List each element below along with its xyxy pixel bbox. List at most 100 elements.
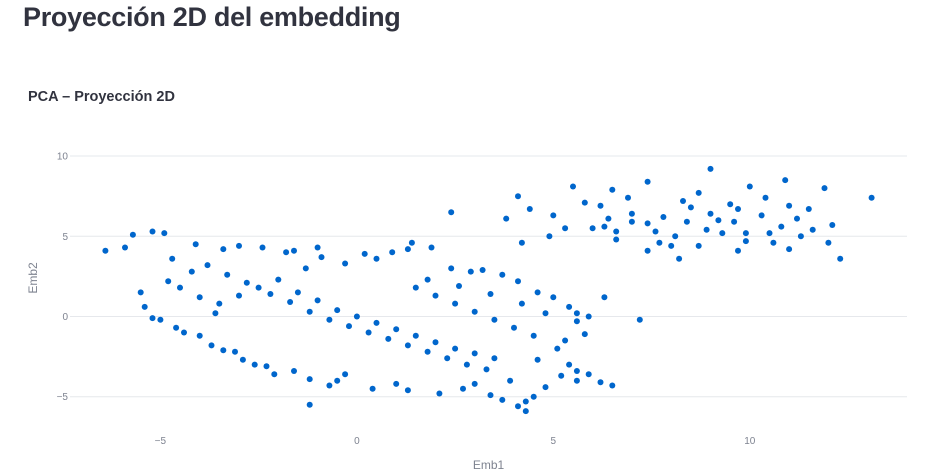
data-point[interactable] xyxy=(786,246,793,253)
data-point[interactable] xyxy=(487,291,494,297)
data-point[interactable] xyxy=(452,300,459,307)
data-point[interactable] xyxy=(141,303,148,310)
data-point[interactable] xyxy=(581,331,588,338)
data-point[interactable] xyxy=(518,300,525,307)
data-point[interactable] xyxy=(456,283,462,289)
data-point[interactable] xyxy=(314,244,321,251)
data-point[interactable] xyxy=(613,236,620,243)
data-point[interactable] xyxy=(503,215,510,222)
data-point[interactable] xyxy=(601,294,608,301)
data-point[interactable] xyxy=(385,335,392,342)
data-point[interactable] xyxy=(353,313,360,320)
data-point[interactable] xyxy=(267,291,274,297)
data-point[interactable] xyxy=(471,350,478,357)
data-point[interactable] xyxy=(797,233,804,240)
data-point[interactable] xyxy=(294,289,301,296)
data-point[interactable] xyxy=(507,377,514,384)
data-point[interactable] xyxy=(766,230,773,237)
data-point[interactable] xyxy=(412,284,419,291)
data-point[interactable] xyxy=(471,308,478,315)
data-point[interactable] xyxy=(326,316,333,323)
data-point[interactable] xyxy=(566,361,573,368)
data-point[interactable] xyxy=(554,345,561,352)
data-point[interactable] xyxy=(825,239,832,246)
data-point[interactable] xyxy=(542,310,549,317)
data-point[interactable] xyxy=(428,244,435,251)
data-point[interactable] xyxy=(487,392,494,399)
data-point[interactable] xyxy=(236,242,242,249)
data-point[interactable] xyxy=(542,384,549,391)
data-point[interactable] xyxy=(196,294,203,301)
data-point[interactable] xyxy=(613,228,620,235)
data-point[interactable] xyxy=(412,332,419,339)
data-point[interactable] xyxy=(471,380,478,387)
data-point[interactable] xyxy=(672,233,679,240)
data-point[interactable] xyxy=(373,255,380,262)
data-point[interactable] xyxy=(573,318,580,325)
data-point[interactable] xyxy=(530,332,537,339)
data-point[interactable] xyxy=(656,239,663,246)
data-point[interactable] xyxy=(216,300,223,307)
data-point[interactable] xyxy=(550,212,557,219)
data-points[interactable] xyxy=(102,165,875,415)
data-point[interactable] xyxy=(369,385,376,392)
data-point[interactable] xyxy=(173,324,180,331)
data-point[interactable] xyxy=(735,206,741,212)
data-point[interactable] xyxy=(742,230,749,237)
data-point[interactable] xyxy=(573,368,580,374)
data-point[interactable] xyxy=(149,228,156,235)
data-point[interactable] xyxy=(715,217,722,224)
data-point[interactable] xyxy=(181,329,187,336)
data-point[interactable] xyxy=(306,308,313,315)
data-point[interactable] xyxy=(515,278,521,285)
data-point[interactable] xyxy=(448,265,455,272)
data-point[interactable] xyxy=(192,241,199,248)
data-point[interactable] xyxy=(291,368,297,374)
data-point[interactable] xyxy=(479,267,486,273)
data-point[interactable] xyxy=(389,249,396,256)
data-point[interactable] xyxy=(243,279,250,286)
data-point[interactable] xyxy=(597,379,604,386)
data-point[interactable] xyxy=(573,310,580,317)
data-point[interactable] xyxy=(361,250,368,257)
data-point[interactable] xyxy=(550,294,557,301)
data-point[interactable] xyxy=(558,372,565,379)
data-point[interactable] xyxy=(463,361,470,368)
data-point[interactable] xyxy=(762,194,769,201)
data-point[interactable] xyxy=(346,323,352,330)
data-point[interactable] xyxy=(424,348,431,355)
data-point[interactable] xyxy=(436,390,443,397)
data-point[interactable] xyxy=(137,289,144,296)
data-point[interactable] xyxy=(573,377,580,384)
data-point[interactable] xyxy=(707,210,714,217)
data-point[interactable] xyxy=(232,348,238,355)
data-point[interactable] xyxy=(794,215,800,222)
data-point[interactable] xyxy=(169,255,176,262)
data-point[interactable] xyxy=(518,239,525,246)
data-point[interactable] xyxy=(511,324,517,331)
data-point[interactable] xyxy=(719,230,726,237)
data-point[interactable] xyxy=(589,225,596,232)
data-point[interactable] xyxy=(255,284,262,291)
data-point[interactable] xyxy=(122,244,128,251)
data-point[interactable] xyxy=(625,194,631,201)
data-point[interactable] xyxy=(342,260,349,267)
data-point[interactable] xyxy=(326,382,333,389)
data-point[interactable] xyxy=(408,239,415,246)
data-point[interactable] xyxy=(220,246,227,253)
data-point[interactable] xyxy=(287,299,294,305)
data-point[interactable] xyxy=(758,212,765,219)
data-point[interactable] xyxy=(365,329,372,336)
data-point[interactable] xyxy=(129,231,136,238)
data-point[interactable] xyxy=(526,206,533,212)
data-point[interactable] xyxy=(196,332,203,339)
data-point[interactable] xyxy=(499,271,506,278)
data-point[interactable] xyxy=(220,347,227,354)
data-point[interactable] xyxy=(597,202,604,209)
data-point[interactable] xyxy=(491,316,498,323)
data-point[interactable] xyxy=(291,247,297,254)
data-point[interactable] xyxy=(605,215,612,222)
data-point[interactable] xyxy=(432,292,439,299)
data-point[interactable] xyxy=(448,209,455,216)
